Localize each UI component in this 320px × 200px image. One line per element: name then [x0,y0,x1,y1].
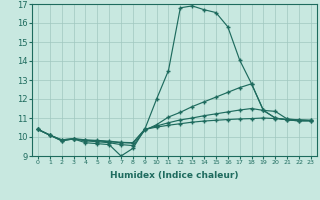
X-axis label: Humidex (Indice chaleur): Humidex (Indice chaleur) [110,171,239,180]
